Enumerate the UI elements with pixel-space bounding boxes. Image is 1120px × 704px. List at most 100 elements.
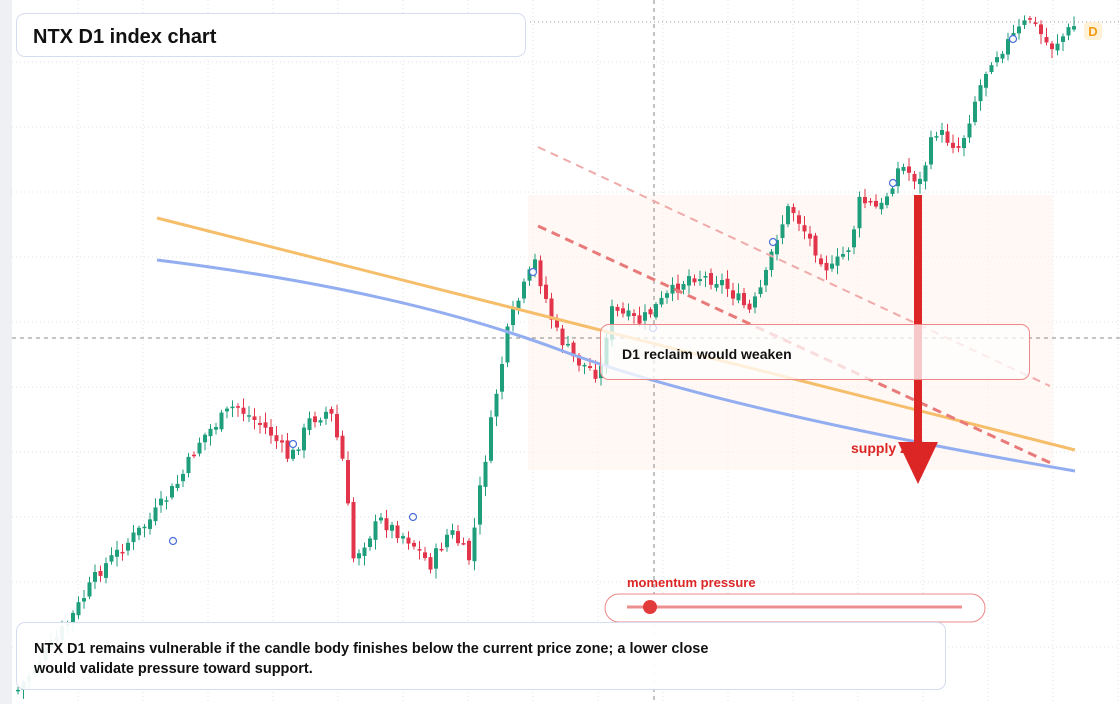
slider-dot [643,600,657,614]
candle [197,442,202,454]
candle [434,548,438,569]
candle [274,435,279,442]
candle [390,524,394,531]
candle [549,298,554,320]
candle [170,486,174,498]
candle [351,502,356,559]
candle [104,563,108,578]
candle [775,240,779,255]
candle [813,235,818,256]
candle [1006,39,1010,55]
candle [692,278,697,283]
candle [472,527,477,562]
candle [725,278,730,289]
candle [890,188,895,194]
candle [296,449,301,451]
candle [610,306,614,340]
candle [780,224,785,238]
candle [885,196,889,206]
candle [445,534,449,548]
candle [357,553,361,559]
candle [186,456,191,474]
candle [489,417,493,461]
candle [555,319,559,328]
candle [1011,33,1016,37]
candle [313,416,317,423]
candle [984,73,988,88]
candle [896,168,900,187]
candle [753,296,757,308]
candle [16,689,20,692]
candle [98,570,103,576]
candle [956,146,961,148]
candle [280,440,284,443]
candle [676,283,680,293]
candle [945,131,950,143]
candle [87,582,92,597]
candle [852,229,856,248]
event-marker [768,237,778,247]
candle [142,526,147,529]
candle [808,233,812,239]
candle [93,572,97,582]
candle [533,259,537,272]
candle [175,483,180,489]
candle [1022,20,1027,25]
candle [516,300,521,310]
candle [791,207,796,214]
candle [841,254,845,257]
candle [71,612,75,624]
candle [720,279,724,286]
candle [929,137,933,165]
candle [538,260,543,287]
badge: D [1088,24,1097,39]
candle [681,283,686,290]
candle [846,250,851,253]
arrow-shaft [914,195,922,445]
arrow-head [898,442,938,484]
candle [1061,36,1065,42]
candle [731,290,735,299]
candle [934,136,939,138]
candle [874,200,878,207]
trend-dash-light [537,146,1051,387]
ma-blue [156,258,1076,473]
candle [181,473,185,482]
candle [1028,18,1032,20]
candle [995,57,999,63]
candle [406,537,411,544]
candle [819,258,823,265]
candle [571,342,576,357]
candle [318,420,323,423]
event-marker [888,178,898,188]
candle [582,364,587,367]
candle [527,269,532,281]
candle [461,543,466,545]
candle [252,416,257,421]
candle [219,412,224,430]
caption: NTX D1 remains vulnerable if the candle … [34,641,709,677]
event-marker [168,536,178,546]
candle [428,557,433,570]
candle [324,411,328,419]
candle [1066,27,1071,36]
candle [912,173,917,182]
candle [1033,22,1038,24]
candle [247,415,251,417]
candle [159,498,163,506]
candle [764,269,768,286]
candle [203,434,207,443]
candle [340,435,345,459]
candle [329,408,334,414]
candle [698,279,702,282]
candle [131,532,136,543]
event-marker [408,512,418,522]
candle [560,328,565,346]
event-marker [528,267,538,277]
candle [230,406,235,409]
candle [362,547,367,556]
left-strip [0,0,12,704]
candle [1050,43,1054,50]
candle [346,460,350,504]
candle [615,306,620,311]
